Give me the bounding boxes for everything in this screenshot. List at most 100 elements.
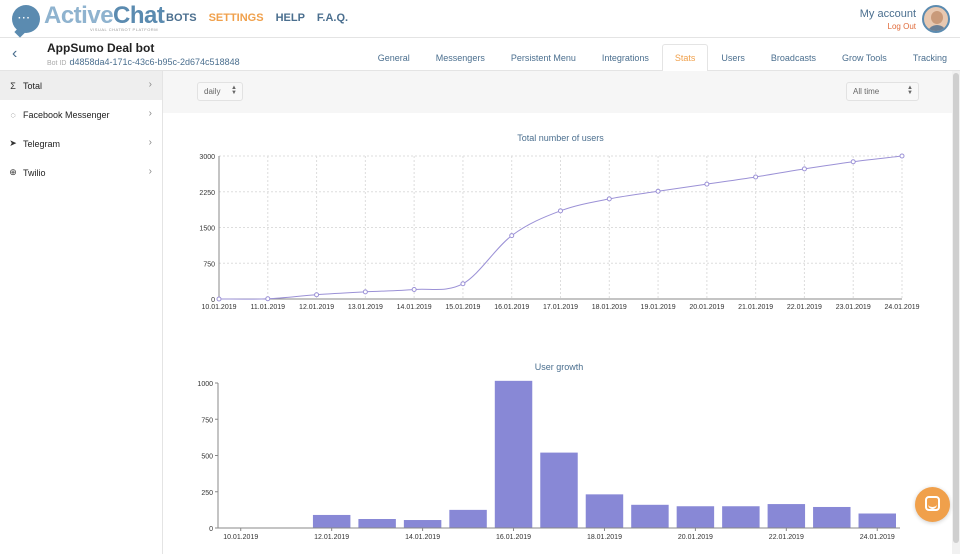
bot-name: AppSumo Deal bot <box>47 41 155 55</box>
x-tick-label: 22.01.2019 <box>787 304 822 311</box>
bar <box>676 506 715 528</box>
sidebar-item-total[interactable]: Σ Total › <box>0 71 162 100</box>
x-tick-label: 10.01.2019 <box>223 534 258 541</box>
bar <box>540 452 578 528</box>
sidebar-item-label: Telegram <box>23 138 61 149</box>
nav-faq[interactable]: F.A.Q. <box>316 12 349 24</box>
data-point <box>704 181 710 187</box>
bot-header: ‹ AppSumo Deal bot Bot ID d4858da4-171c-4… <box>0 38 960 72</box>
y-tick-label: 750 <box>203 261 215 268</box>
bar <box>312 514 351 528</box>
tab-users[interactable]: Users <box>721 53 745 63</box>
bot-id: Bot ID d4858da4-171c-43c6-b95c-2d674c5188… <box>47 57 240 67</box>
y-tick-label: 750 <box>201 417 213 424</box>
data-point <box>899 153 905 159</box>
x-tick-label: 20.01.2019 <box>678 534 713 541</box>
tab-tracking[interactable]: Tracking <box>912 53 947 63</box>
period-select-value: daily <box>204 87 221 96</box>
data-point <box>460 281 466 287</box>
tab-integrations[interactable]: Integrations <box>601 53 649 63</box>
telegram-icon: ➤ <box>9 138 17 148</box>
sidebar-item-telegram[interactable]: ➤ Telegram › <box>0 129 162 158</box>
back-chevron-icon[interactable]: ‹ <box>12 45 18 62</box>
chevron-right-icon: › <box>148 166 152 177</box>
account-menu: My account Log Out <box>860 8 916 31</box>
messenger-icon: ◌ <box>10 109 16 120</box>
support-chat-icon[interactable] <box>915 487 950 522</box>
chart-title: Total number of users <box>517 133 604 143</box>
total-users-chart: Total number of users 0 750 1500 2250 3000 10.… <box>199 133 919 311</box>
data-point <box>606 196 612 202</box>
user-growth-chart: User growth 0 250 500 750 1000 10.01.2019 12.01… <box>197 362 900 541</box>
y-tick-label: 1000 <box>197 381 213 388</box>
chevron-right-icon: › <box>148 137 152 148</box>
data-point <box>216 296 222 302</box>
logo-text: ActiveChat <box>44 2 165 29</box>
data-point <box>850 159 856 165</box>
chart-title: User growth <box>535 362 584 372</box>
data-point <box>801 166 807 172</box>
bar <box>767 504 806 528</box>
bar <box>494 380 533 528</box>
sidebar-item-twilio[interactable]: ⊕ Twilio › <box>0 158 162 187</box>
twilio-icon: ⊕ <box>9 167 17 177</box>
activechat-logo[interactable]: ··· ActiveChat VISUAL CHATBOT PLATFORM <box>12 2 165 33</box>
y-tick-label: 250 <box>201 490 213 497</box>
bar <box>813 506 851 528</box>
x-tick-label: 23.01.2019 <box>836 304 871 311</box>
x-tick-label: 14.01.2019 <box>397 304 432 311</box>
bar <box>403 520 442 528</box>
nav-help[interactable]: HELP <box>275 12 305 24</box>
bot-id-value[interactable]: d4858da4-171c-43c6-b95c-2d674c518848 <box>69 57 240 67</box>
period-select[interactable]: daily ▲ ▼ <box>197 82 243 101</box>
sidebar-item-label: Total <box>23 80 43 91</box>
range-select-value: All time <box>853 87 880 96</box>
sidebar-item-facebook-messenger[interactable]: ◌ Facebook Messenger › <box>0 100 162 129</box>
my-account-link[interactable]: My account <box>859 8 916 20</box>
x-tick-label: 12.01.2019 <box>314 534 349 541</box>
bar <box>585 494 624 528</box>
x-tick-label: 21.01.2019 <box>738 304 773 311</box>
bar <box>358 519 396 528</box>
sidebar-item-label: Twilio <box>23 167 46 178</box>
x-tick-label: 15.01.2019 <box>445 304 480 311</box>
data-point <box>558 208 563 214</box>
sidebar-item-label: Facebook Messenger <box>23 109 110 120</box>
bar <box>631 504 669 528</box>
chevron-right-icon: › <box>148 79 152 90</box>
bar <box>858 513 896 528</box>
bot-tabs: General Messengers Persistent Menu Integ… <box>365 44 960 72</box>
x-tick-label: 19.01.2019 <box>641 304 676 311</box>
bar <box>722 506 760 528</box>
y-tick-label: 2250 <box>199 190 215 197</box>
tab-stats[interactable]: Stats <box>661 44 709 72</box>
x-tick-label: 24.01.2019 <box>860 534 895 541</box>
x-tick-label: 20.01.2019 <box>689 304 724 311</box>
tab-broadcasts[interactable]: Broadcasts <box>770 53 816 63</box>
nav-settings[interactable]: SETTINGS <box>208 12 264 24</box>
x-tick-label: 11.01.2019 <box>251 304 286 311</box>
tab-general[interactable]: General <box>377 53 410 63</box>
range-select[interactable]: All time ▲ ▼ <box>846 82 919 101</box>
top-nav: BOTS SETTINGS HELP F.A.Q. <box>166 12 348 24</box>
x-tick-label: 13.01.2019 <box>348 304 383 311</box>
tab-persistent-menu[interactable]: Persistent Menu <box>510 53 576 63</box>
stats-sidebar: Σ Total › ◌ Facebook Messenger › ➤ Teleg… <box>0 71 163 554</box>
x-tick-label: 18.01.2019 <box>592 304 627 311</box>
user-avatar-icon[interactable] <box>922 5 950 33</box>
x-tick-label: 14.01.2019 <box>405 534 440 541</box>
data-point <box>411 286 417 292</box>
tab-grow-tools[interactable]: Grow Tools <box>841 53 887 63</box>
x-tick-label: 18.01.2019 <box>587 534 622 541</box>
y-tick-label: 0 <box>209 526 213 533</box>
y-tick-label: 500 <box>201 454 213 461</box>
chat-bubble-icon: ··· <box>12 5 40 33</box>
data-point <box>655 188 661 194</box>
y-tick-label: 1500 <box>199 226 215 233</box>
logout-link[interactable]: Log Out <box>887 22 916 31</box>
scrollbar-thumb[interactable] <box>953 73 959 543</box>
logo-subtitle: VISUAL CHATBOT PLATFORM <box>90 27 159 32</box>
tab-messengers[interactable]: Messengers <box>435 53 485 63</box>
nav-bots[interactable]: BOTS <box>166 12 197 24</box>
bar <box>449 509 487 528</box>
